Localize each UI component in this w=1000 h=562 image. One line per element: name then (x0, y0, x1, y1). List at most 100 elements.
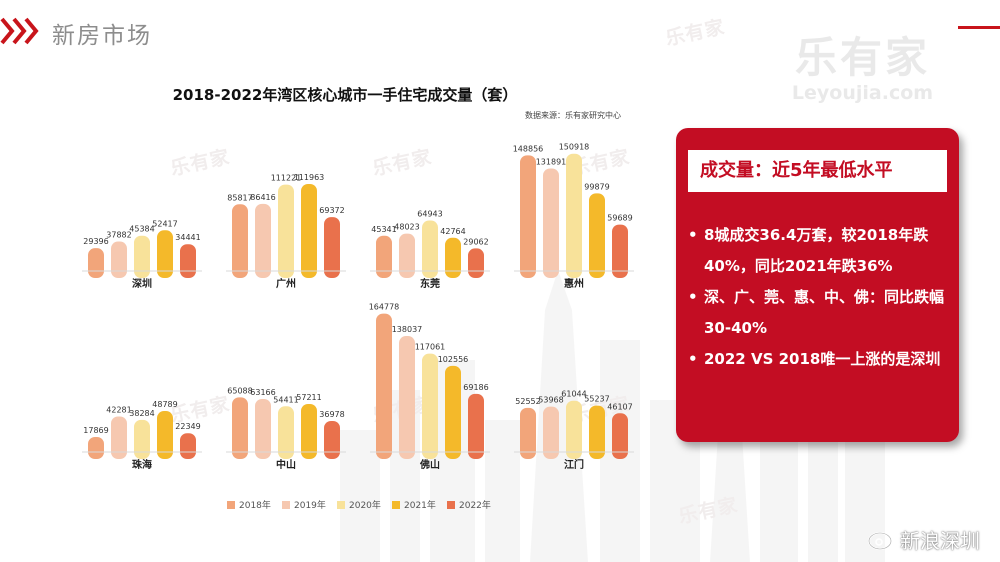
category-label: 东莞 (420, 277, 440, 290)
legend-swatch (392, 501, 400, 509)
data-label: 138037 (392, 325, 423, 334)
bar (543, 168, 559, 278)
data-label: 69372 (319, 206, 344, 215)
bullet-item: 深、广、莞、惠、中、佛：同比跌幅30-40% (684, 282, 950, 344)
data-label: 48023 (394, 223, 419, 232)
data-label: 111963 (294, 173, 325, 182)
data-label: 117061 (415, 343, 446, 352)
legend-label: 2018年 (239, 499, 271, 511)
data-label: 38284 (129, 409, 154, 418)
brand-watermark-logo: 乐有家 Leyoujia.com (770, 34, 955, 124)
data-label: 63166 (250, 388, 275, 397)
bar (88, 248, 104, 278)
brand-watermark-name: 乐有家 (794, 33, 930, 82)
panel-heading: 成交量：近5年最低水平 (700, 160, 893, 181)
bar (278, 184, 294, 278)
chart-source-note: 数据来源：乐有家研究中心 (525, 111, 621, 120)
data-label: 61044 (561, 390, 586, 399)
legend-label: 2022年 (459, 499, 491, 511)
bar (399, 336, 415, 459)
data-label: 48789 (152, 400, 177, 409)
data-label: 37882 (106, 231, 131, 240)
bar (422, 353, 438, 459)
category-label: 江门 (564, 458, 584, 471)
bar (399, 233, 415, 278)
watermark-stamp: 乐有家 (663, 15, 727, 50)
bar (180, 433, 196, 459)
data-label: 55237 (584, 395, 609, 404)
legend-label: 2021年 (404, 499, 436, 511)
chart-title: 2018-2022年湾区核心城市一手住宅成交量（套） (172, 86, 518, 104)
data-label: 148856 (513, 144, 544, 153)
summary-panel: 成交量：近5年最低水平 8城成交36.4万套，较2018年跌40%，同比2021… (676, 128, 959, 442)
bar (255, 398, 271, 459)
data-label: 131891 (536, 158, 567, 167)
bar (566, 400, 582, 459)
legend-swatch (282, 501, 290, 509)
data-label: 45341 (371, 225, 396, 234)
bar (520, 155, 536, 278)
data-label: 111221 (271, 174, 302, 183)
data-label: 45384 (129, 225, 154, 234)
category-label: 深圳 (132, 277, 152, 290)
bar (324, 217, 340, 278)
data-label: 150918 (559, 143, 590, 152)
data-label: 102556 (438, 355, 469, 364)
bar (468, 248, 484, 278)
data-label: 46107 (607, 402, 632, 411)
bar (301, 403, 317, 459)
bar (445, 237, 461, 278)
bar (589, 193, 605, 278)
bar (612, 224, 628, 278)
data-label: 52417 (152, 219, 177, 228)
bar (376, 313, 392, 459)
data-label: 34441 (175, 233, 200, 242)
data-label: 36978 (319, 410, 344, 419)
weibo-watermark: 新浪深圳 (868, 523, 1000, 555)
weibo-logo-icon (868, 529, 896, 550)
data-label: 52552 (515, 397, 540, 406)
data-label: 54411 (273, 395, 298, 404)
chevron-arrows-icon (0, 17, 39, 45)
bar (324, 420, 340, 459)
bar (468, 393, 484, 459)
category-label: 广州 (276, 277, 296, 290)
bar (301, 183, 317, 278)
legend-swatch (447, 501, 455, 509)
data-label: 22349 (175, 422, 200, 431)
bar (180, 244, 196, 278)
data-label: 53968 (538, 396, 563, 405)
category-label: 佛山 (419, 458, 440, 471)
category-label: 惠州 (564, 277, 584, 290)
brand-watermark-domain: Leyoujia.com (791, 82, 934, 104)
data-label: 29062 (463, 237, 488, 246)
data-label: 57211 (296, 393, 321, 402)
legend-swatch (337, 501, 345, 509)
panel-bullets: 8城成交36.4万套，较2018年跌40%，同比2021年跌36% 深、广、莞、… (684, 220, 950, 375)
bar (232, 397, 248, 459)
bar (376, 235, 392, 278)
data-label: 64943 (417, 210, 442, 219)
bar (255, 203, 271, 278)
legend-label: 2019年 (294, 499, 326, 511)
data-label: 69186 (463, 383, 488, 392)
page-title: 新房市场 (52, 23, 152, 49)
data-label: 85817 (227, 193, 252, 202)
bar (520, 407, 536, 459)
bar (134, 419, 150, 459)
data-label: 86416 (250, 193, 275, 202)
bar (157, 230, 173, 278)
data-label: 99879 (584, 182, 609, 191)
header-rule (958, 26, 1000, 29)
bar (589, 405, 605, 459)
bar (445, 365, 461, 459)
bar (566, 153, 582, 278)
bar (543, 406, 559, 459)
bar (157, 411, 173, 459)
data-label: 59689 (607, 214, 632, 223)
bullet-item: 8城成交36.4万套，较2018年跌40%，同比2021年跌36% (684, 220, 950, 282)
bar (232, 204, 248, 278)
data-label: 42281 (106, 405, 131, 414)
bar (612, 413, 628, 459)
